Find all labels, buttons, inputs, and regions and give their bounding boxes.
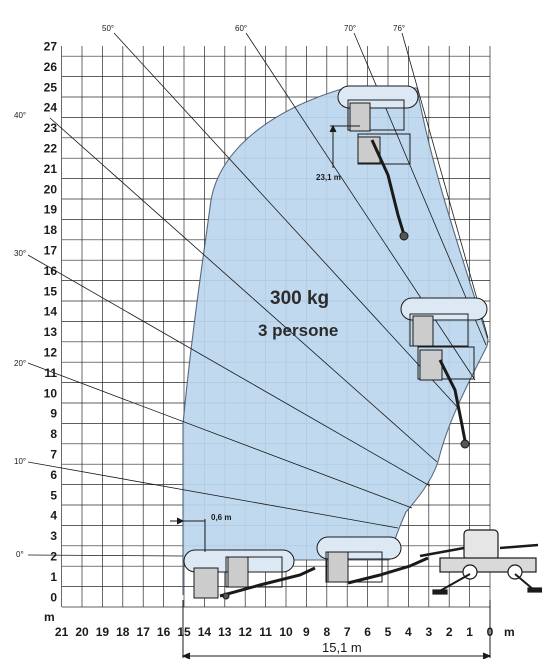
y-tick-label: 21	[44, 162, 58, 176]
x-tick-label: 18	[116, 625, 130, 639]
angle-label-30: 30°	[14, 249, 26, 258]
offset-dimension	[170, 517, 206, 552]
y-tick-label: 23	[44, 121, 58, 135]
x-tick-label: 21	[55, 625, 69, 639]
offset-dimension-label: 0,6 m	[211, 513, 231, 522]
y-tick-label: 1	[50, 570, 57, 584]
x-tick-label: 20	[75, 625, 89, 639]
y-tick-label: 7	[50, 448, 57, 462]
capacity-label: 300 kg	[270, 288, 329, 309]
angle-labels: 0° 10° 20° 30° 40° 50° 60° 70° 76°	[14, 24, 405, 559]
platform-top	[337, 85, 419, 241]
working-envelope	[182, 87, 489, 595]
angle-label-0: 0°	[16, 550, 24, 559]
y-tick-label: 6	[50, 468, 57, 482]
y-tick-label: 25	[44, 80, 58, 94]
angle-label-50: 50°	[102, 24, 114, 33]
y-tick-label: 24	[44, 101, 58, 115]
angle-line-20	[27, 362, 413, 509]
angle-line-40	[49, 117, 438, 463]
x-tick-label: 4	[405, 625, 412, 639]
y-tick-label: 26	[44, 60, 58, 74]
y-tick-label: 16	[44, 264, 58, 278]
angle-line-70	[353, 32, 487, 346]
x-tick-label: 15	[177, 625, 191, 639]
y-axis-labels: 0123456789101112131415161718192021222324…	[44, 40, 58, 605]
angle-line-30	[27, 254, 431, 487]
x-tick-label: 13	[218, 625, 232, 639]
angle-line-76	[401, 32, 489, 339]
platform-bottom-mid	[316, 536, 429, 585]
y-tick-label: 12	[44, 346, 58, 360]
y-tick-label: 0	[50, 590, 57, 604]
telehandler-base	[419, 529, 542, 595]
angle-label-40: 40°	[14, 111, 26, 120]
angle-label-60: 60°	[235, 24, 247, 33]
x-tick-label: 14	[198, 625, 212, 639]
x-tick-label: 2	[446, 625, 453, 639]
angle-line-10	[27, 461, 399, 529]
x-tick-label: 5	[385, 625, 392, 639]
y-tick-label: 14	[44, 305, 58, 319]
y-tick-label: 3	[50, 529, 57, 543]
y-tick-label: 9	[50, 407, 57, 421]
y-tick-label: 13	[44, 325, 58, 339]
x-tick-label: 7	[344, 625, 351, 639]
y-tick-label: 27	[44, 40, 58, 54]
outreach-dimension	[181, 600, 492, 660]
y-tick-label: 22	[44, 142, 58, 156]
persons-label: 3 persone	[258, 321, 338, 340]
angle-line-60	[245, 32, 476, 381]
y-tick-label: 20	[44, 182, 58, 196]
height-dimension	[329, 124, 360, 168]
x-tick-label: 3	[425, 625, 432, 639]
platform-bottom-left	[183, 549, 316, 600]
angle-label-76: 76°	[393, 24, 405, 33]
y-tick-label: 15	[44, 284, 58, 298]
x-tick-label: 8	[323, 625, 330, 639]
angle-label-10: 10°	[14, 457, 26, 466]
outreach-dimension-label: 15,1 m	[322, 640, 362, 655]
platform-right	[400, 297, 488, 449]
x-tick-label: 0	[487, 625, 494, 639]
angle-label-70: 70°	[344, 24, 356, 33]
y-tick-label: 11	[44, 366, 57, 380]
x-tick-label: 10	[279, 625, 293, 639]
boom-angle-lines	[27, 32, 489, 557]
angle-line-50	[113, 32, 461, 411]
height-dimension-label: 23,1 m	[316, 173, 341, 182]
x-axis-labels: 21 20 19 18 17 16 15 14 13 12 11 10 9 8 7 6 5 4 3 2 1 0	[55, 625, 494, 639]
x-tick-label: 9	[303, 625, 310, 639]
y-tick-label: 5	[50, 488, 57, 502]
x-tick-label: 16	[157, 625, 171, 639]
y-tick-label: 8	[50, 427, 57, 441]
x-tick-label: 17	[137, 625, 151, 639]
y-tick-label: 4	[50, 509, 57, 523]
angle-label-20: 20°	[14, 359, 26, 368]
x-axis-unit: m	[504, 625, 515, 639]
y-tick-label: 18	[44, 223, 58, 237]
x-tick-label: 11	[259, 625, 272, 639]
y-axis-unit: m	[44, 610, 55, 624]
y-tick-label: 2	[50, 550, 57, 564]
angle-line-0	[27, 554, 184, 557]
y-tick-label: 10	[44, 386, 58, 400]
x-tick-label: 19	[96, 625, 110, 639]
x-tick-label: 6	[364, 625, 371, 639]
y-tick-label: 17	[44, 244, 58, 258]
x-tick-label: 1	[466, 625, 473, 639]
x-tick-label: 12	[239, 625, 253, 639]
y-tick-label: 19	[44, 203, 58, 217]
